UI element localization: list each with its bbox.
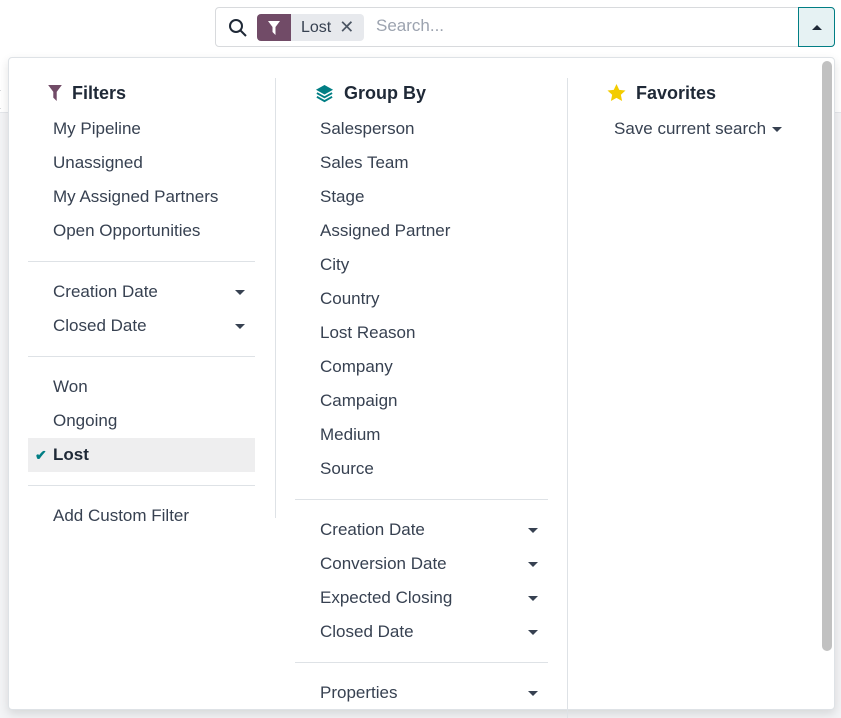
caret-down-icon — [235, 324, 245, 329]
favorites-column: Favorites Save current search — [589, 78, 799, 146]
item-label: My Assigned Partners — [53, 187, 219, 206]
star-icon — [607, 84, 626, 102]
background-text-fragment: ( — [0, 88, 1, 111]
caret-down-icon — [772, 127, 783, 133]
item-label: Creation Date — [320, 520, 425, 539]
groupby-creation-date[interactable]: Creation Date — [295, 513, 548, 547]
search-panel-dropdown: Filters My Pipeline Unassigned My Assigned… — [8, 57, 835, 718]
filter-closed-date[interactable]: Closed Date — [28, 309, 255, 343]
search-bar[interactable]: Lost ✕ — [215, 7, 835, 47]
item-label: Salesperson — [320, 119, 415, 138]
item-label: Lost — [53, 445, 89, 464]
column-divider — [567, 78, 568, 718]
item-label: Expected Closing — [320, 588, 453, 607]
groupby-properties[interactable]: Properties — [295, 676, 548, 710]
item-label: Stage — [320, 187, 365, 206]
groupby-closed-date[interactable]: Closed Date — [295, 615, 548, 649]
groupby-company[interactable]: Company — [295, 350, 548, 384]
item-label: Conversion Date — [320, 554, 447, 573]
filter-won[interactable]: Won — [28, 370, 255, 404]
favorites-header: Favorites — [589, 78, 799, 108]
caret-down-icon — [528, 562, 538, 567]
separator — [295, 499, 548, 500]
caret-down-icon — [235, 290, 245, 295]
groupby-country[interactable]: Country — [295, 282, 548, 316]
item-label: Source — [320, 459, 374, 478]
item-label: Assigned Partner — [320, 221, 451, 240]
filters-column: Filters My Pipeline Unassigned My Assigned… — [28, 78, 255, 533]
groupby-salesperson[interactable]: Salesperson — [295, 112, 548, 146]
groupby-lost-reason[interactable]: Lost Reason — [295, 316, 548, 350]
item-label: Closed Date — [53, 316, 147, 335]
groupby-assigned-partner[interactable]: Assigned Partner — [295, 214, 548, 248]
checkmark-icon: ✔ — [35, 447, 47, 463]
filter-my-assigned-partners[interactable]: My Assigned Partners — [28, 180, 255, 214]
groupby-conversion-date[interactable]: Conversion Date — [295, 547, 548, 581]
filter-icon — [257, 14, 291, 41]
remove-facet-icon[interactable]: ✕ — [339, 17, 355, 37]
filter-icon — [48, 85, 62, 101]
layers-icon — [315, 84, 334, 102]
item-label: Campaign — [320, 391, 398, 410]
item-label: My Pipeline — [53, 119, 141, 138]
filter-open-opportunities[interactable]: Open Opportunities — [28, 214, 255, 248]
item-label: Open Opportunities — [53, 221, 201, 240]
separator — [295, 662, 548, 663]
item-label: Lost Reason — [320, 323, 416, 342]
separator — [28, 485, 255, 486]
item-label: Unassigned — [53, 153, 143, 172]
facet-label: Lost — [301, 19, 332, 36]
item-label: Company — [320, 357, 393, 376]
filter-creation-date[interactable]: Creation Date — [28, 275, 255, 309]
favorites-title: Favorites — [636, 82, 717, 103]
item-label: Creation Date — [53, 282, 158, 301]
caret-down-icon — [528, 630, 538, 635]
item-label: Ongoing — [53, 411, 118, 430]
caret-down-icon — [528, 596, 538, 601]
groupby-title: Group By — [344, 82, 427, 103]
item-label: Sales Team — [320, 153, 409, 172]
item-label: Country — [320, 289, 380, 308]
save-current-search-toggle[interactable]: Save current search — [589, 112, 799, 146]
search-input[interactable] — [376, 16, 776, 36]
filter-unassigned[interactable]: Unassigned — [28, 146, 255, 180]
caret-down-icon — [528, 528, 538, 533]
item-label: Medium — [320, 425, 381, 444]
item-label: Closed Date — [320, 622, 414, 641]
filter-add-custom-filter[interactable]: Add Custom Filter — [28, 499, 255, 533]
groupby-sales-team[interactable]: Sales Team — [295, 146, 548, 180]
search-facet-lost: Lost ✕ — [257, 14, 365, 41]
groupby-column: Group By Salesperson Sales Team Stage Assig… — [295, 78, 548, 710]
item-label: Save current search — [614, 119, 767, 138]
groupby-source[interactable]: Source — [295, 452, 548, 486]
item-label: Add Custom Filter — [53, 506, 190, 525]
filter-ongoing[interactable]: Ongoing — [28, 404, 255, 438]
item-label: Won — [53, 377, 88, 396]
filters-header: Filters — [28, 78, 255, 108]
filter-my-pipeline[interactable]: My Pipeline — [28, 112, 255, 146]
groupby-expected-closing[interactable]: Expected Closing — [295, 581, 548, 615]
filters-title: Filters — [72, 82, 127, 103]
column-divider — [275, 78, 276, 518]
groupby-campaign[interactable]: Campaign — [295, 384, 548, 418]
groupby-city[interactable]: City — [295, 248, 548, 282]
item-label: Properties — [320, 683, 398, 702]
separator — [28, 261, 255, 262]
toggle-search-panel-button[interactable] — [798, 7, 835, 47]
groupby-medium[interactable]: Medium — [295, 418, 548, 452]
separator — [28, 356, 255, 357]
scrollbar[interactable] — [822, 61, 832, 651]
groupby-stage[interactable]: Stage — [295, 180, 548, 214]
caret-up-icon — [811, 24, 822, 30]
item-label: City — [320, 255, 350, 274]
search-icon — [229, 19, 247, 37]
caret-down-icon — [528, 691, 538, 696]
filter-lost[interactable]: ✔ Lost — [28, 438, 255, 472]
groupby-header: Group By — [295, 78, 548, 108]
